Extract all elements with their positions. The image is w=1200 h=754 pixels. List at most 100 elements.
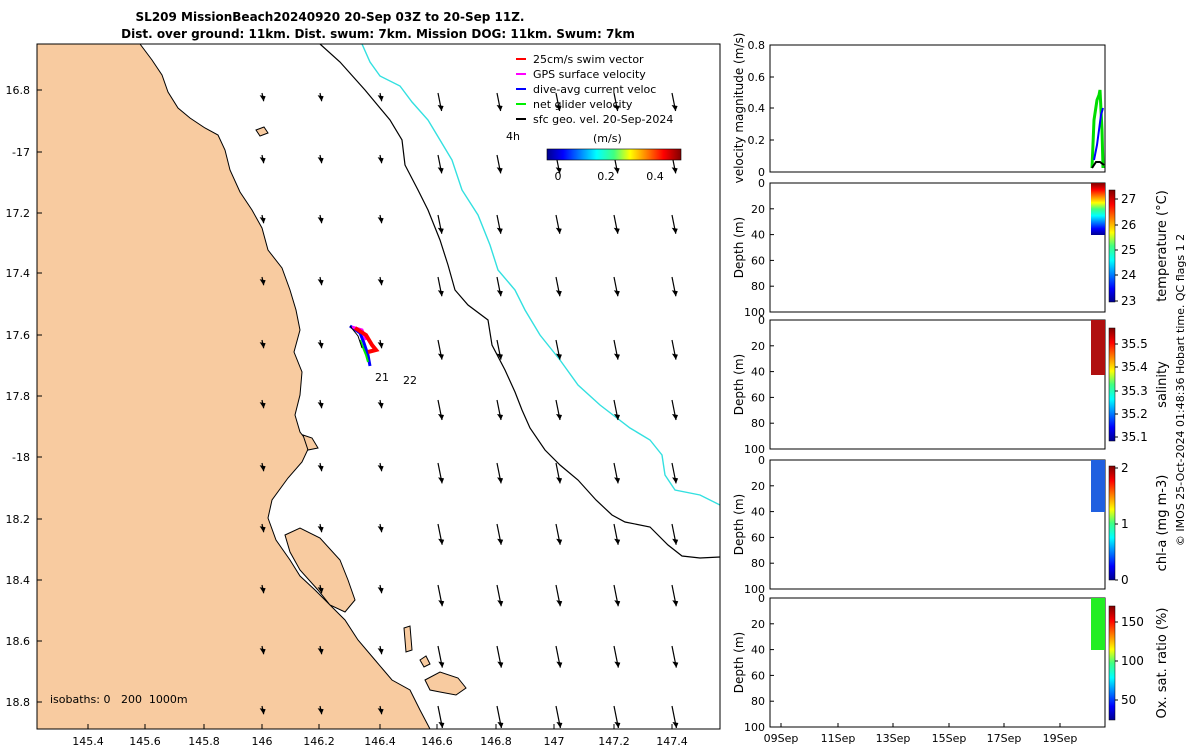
sfc-velocity-arrowhead	[613, 353, 620, 360]
sfc-velocity-arrowhead	[556, 477, 563, 484]
temperature-depth-panel[interactable]	[769, 182, 1106, 313]
colorbar-tick: 0	[555, 170, 562, 183]
sfc-velocity-arrowhead	[377, 402, 384, 409]
map-panel[interactable]: 21 22 isobaths: 0 200 1000m	[36, 43, 721, 730]
time-label-4h: 4h	[506, 130, 520, 143]
oxygen-colorbar-tick: 50	[1121, 693, 1136, 707]
sfc-velocity-arrowhead	[672, 600, 679, 607]
sfc-velocity-arrowhead	[614, 600, 621, 607]
depth-tick-label: 100	[744, 443, 765, 456]
longitude-tick-label: 147.2	[598, 735, 630, 748]
glider-track-green	[359, 339, 369, 363]
sfc-velocity-arrowhead	[672, 414, 678, 420]
sfc-velocity-arrowhead	[556, 414, 562, 420]
sfc-velocity-arrowhead	[437, 227, 444, 234]
sfc-velocity-arrowhead	[555, 105, 562, 111]
depth-tick-label: 80	[751, 417, 765, 430]
depth-ylabel: Depth (m)	[732, 217, 746, 278]
sfc-velocity-arrowhead	[317, 402, 324, 409]
sfc-velocity-arrowhead	[317, 342, 324, 349]
sfc-velocity-arrowhead	[496, 353, 503, 360]
velocity-tick-label: 0.2	[748, 134, 766, 147]
salinity-colorbar-tick: 35.4	[1121, 360, 1148, 374]
mainland-land	[37, 44, 431, 729]
sfc-velocity-arrowhead	[438, 661, 445, 668]
sfc-velocity-arrowhead	[259, 217, 266, 224]
sfc-velocity-arrowhead	[614, 722, 621, 728]
oxygen-colorbar-label: Ox. sat. ratio (%)	[1155, 608, 1170, 719]
sfc-velocity-arrowhead	[613, 167, 620, 174]
isobath-1000m	[361, 44, 720, 506]
sfc-velocity-arrowhead	[259, 708, 266, 715]
sfc-velocity-arrowhead	[377, 526, 384, 533]
legend-label: sfc geo. vel. 20-Sep-2024	[533, 113, 673, 126]
sfc-velocity-arrowhead	[614, 414, 620, 420]
longitude-tick-label: 145.6	[129, 735, 161, 748]
longitude-tick-label: 146.2	[303, 735, 335, 748]
depth-tick-label: 20	[751, 203, 765, 216]
track-label-22: 22	[403, 374, 417, 387]
depth-tick-label: 20	[751, 480, 765, 493]
depth-tick-label: 80	[751, 557, 765, 570]
velocity-tick-label: 0.6	[748, 71, 766, 84]
longitude-tick-label: 147.4	[656, 735, 688, 748]
sfc-velocity-arrowhead	[614, 477, 621, 484]
latitude-tick-label: 17.6	[6, 329, 31, 342]
time-tick-label: 19Sep	[1043, 732, 1078, 745]
sfc-velocity-arrowhead	[496, 167, 503, 174]
chla-colorbar-tick: 0	[1121, 573, 1129, 587]
sfc-velocity-arrowhead	[377, 95, 384, 102]
depth-ylabel: Depth (m)	[732, 494, 746, 555]
profile-panels: velocity magnitude (m/s) 0 0.2 0.4 0.6 0.8 D…	[732, 33, 1106, 745]
sfc-velocity-arrowhead	[556, 722, 563, 728]
sfc-velocity-arrowhead	[377, 279, 384, 286]
sfc-velocity-arrowhead	[555, 227, 562, 234]
oxygen-colorbar-tick: 100	[1121, 654, 1144, 668]
velocity-ylabel: velocity magnitude (m/s)	[732, 33, 746, 184]
isobaths-label: isobaths: 0 200 1000m	[50, 693, 188, 706]
longitude-tick-label: 146.8	[480, 735, 512, 748]
velocity-panel[interactable]	[769, 44, 1106, 173]
temperature-colorbar-tick: 25	[1121, 243, 1136, 257]
sfc-velocity-arrowhead	[614, 538, 621, 545]
temperature-colorbar-label: temperature (°C)	[1155, 190, 1170, 302]
chla-colorbar-label: chl-a (mg m-3)	[1155, 475, 1170, 572]
sfc-velocity-arrowhead	[672, 477, 679, 484]
sfc-velocity-arrowhead	[259, 279, 266, 286]
salinity-depth-panel[interactable]	[769, 319, 1106, 450]
legend-label: net glider velocity	[533, 98, 633, 111]
sfc-velocity-arrowhead	[377, 465, 384, 472]
sfc-velocity-arrowhead	[556, 600, 563, 607]
sfc-velocity-arrowhead	[377, 342, 384, 349]
depth-tick-label: 100	[744, 721, 765, 734]
chla-colorbar	[1108, 465, 1116, 581]
depth-tick-label: 40	[751, 644, 765, 657]
sfc-velocity-arrowhead	[496, 227, 503, 234]
sfc-velocity-arrowhead	[613, 105, 620, 111]
chla-depth-panel[interactable]	[769, 459, 1106, 590]
depth-tick-label: 80	[751, 280, 765, 293]
longitude-tick-label: 146	[252, 735, 273, 748]
oxygen-depth-panel[interactable]	[769, 597, 1106, 728]
isobath-200m	[319, 44, 720, 559]
track-label-21: 21	[375, 371, 389, 384]
sfc-velocity-arrowhead	[317, 526, 324, 533]
latitude-tick-label: 18.2	[6, 513, 31, 526]
depth-tick-label: 60	[751, 391, 765, 404]
legend-label: GPS surface velocity	[533, 68, 646, 81]
sfc-velocity-arrowhead	[437, 105, 444, 111]
longitude-tick-label: 147	[544, 735, 565, 748]
sfc-velocity-arrowhead	[437, 353, 444, 360]
sfc-velocity-arrowhead	[672, 538, 679, 545]
sfc-velocity-arrowhead	[497, 477, 504, 484]
sfc-velocity-arrowhead	[259, 648, 266, 655]
longitude-tick-label: 146.6	[421, 735, 453, 748]
sfc-velocity-arrowhead	[497, 414, 503, 420]
depth-tick-label: 60	[751, 531, 765, 544]
sfc-velocity-arrowhead	[377, 648, 384, 655]
salinity-colorbar-label: salinity	[1155, 361, 1170, 408]
chla-colorbar-tick: 1	[1121, 517, 1129, 531]
depth-tick-label: 60	[751, 254, 765, 267]
sfc-velocity-arrowhead	[259, 587, 266, 594]
sfc-velocity-arrowhead	[259, 526, 266, 533]
